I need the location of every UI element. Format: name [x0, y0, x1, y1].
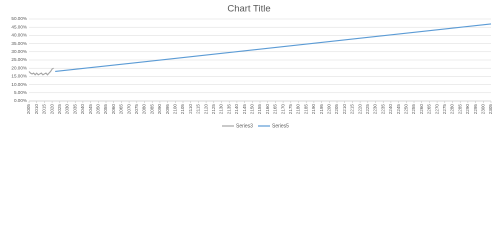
x-tick-label: 2135	[226, 104, 231, 115]
x-tick-label: 2005	[26, 104, 31, 115]
y-tick-label: 0.00%	[14, 98, 27, 103]
x-tick-label: 2045	[88, 104, 93, 115]
x-tick-label: 2240	[388, 104, 393, 115]
x-tick-label: 2300	[481, 104, 486, 115]
x-tick-label: 2215	[350, 104, 355, 115]
chart: Chart Title 0.00% 5.00% 10.00% 15.00% 20.00%…	[11, 4, 493, 130]
x-tick-label: 2010	[34, 104, 39, 115]
x-tick-label: 2130	[219, 104, 224, 115]
x-tick-label: 2305	[488, 104, 493, 115]
x-tick-label: 2020	[49, 104, 54, 115]
x-tick-label: 2065	[119, 104, 124, 115]
x-tick-label: 2115	[196, 104, 201, 114]
x-tick-label: 2245	[396, 104, 401, 115]
x-tick-label: 2180	[296, 104, 301, 115]
y-tick-label: 45.00%	[11, 24, 27, 29]
y-tick-label: 35.00%	[11, 41, 27, 46]
x-tick-label: 2205	[334, 104, 339, 115]
x-tick-label: 2275	[442, 104, 447, 115]
x-tick-label: 2085	[149, 104, 154, 115]
chart-title: Chart Title	[227, 4, 270, 15]
x-tick-label: 2095	[165, 104, 170, 115]
x-tick-label: 2025	[57, 104, 62, 115]
x-tick-label: 2035	[72, 104, 77, 115]
x-tick-label: 2195	[319, 104, 324, 115]
x-tick-label: 2060	[111, 104, 116, 115]
series-line	[55, 23, 492, 73]
x-tick-label: 2265	[427, 104, 432, 115]
x-tick-label: 2040	[80, 104, 85, 115]
y-tick-label: 20.00%	[11, 65, 27, 70]
y-tick-label: 50.00%	[11, 16, 27, 21]
y-tick-label: 5.00%	[14, 90, 27, 95]
legend-label: Series3	[236, 123, 253, 129]
x-tick-label: 2170	[280, 104, 285, 115]
x-tick-label: 2015	[42, 104, 47, 115]
x-tick-label: 2290	[465, 104, 470, 115]
series-line	[28, 67, 54, 76]
x-tick-label: 2055	[103, 104, 108, 115]
x-tick-label: 2210	[342, 104, 347, 115]
x-tick-label: 2125	[211, 104, 216, 115]
y-tick-label: 40.00%	[11, 33, 27, 38]
x-tick-label: 2160	[265, 104, 270, 115]
x-tick-label: 2165	[273, 104, 278, 115]
x-tick-label: 2260	[419, 104, 424, 115]
x-tick-label: 2225	[365, 104, 370, 115]
x-tick-label: 2255	[411, 104, 416, 115]
legend-label: Series5	[272, 123, 289, 129]
x-tick-label: 2250	[404, 104, 409, 115]
x-tick-label: 2280	[450, 104, 455, 115]
x-tick-label: 2190	[311, 104, 316, 115]
y-tick-label: 25.00%	[11, 57, 27, 62]
x-tick-label: 2185	[303, 104, 308, 115]
x-tick-label: 2295	[473, 104, 478, 115]
x-tick-label: 2110	[188, 104, 193, 114]
x-tick-label: 2080	[142, 104, 147, 115]
x-tick-label: 2235	[380, 104, 385, 115]
x-tick-label: 2105	[180, 104, 185, 115]
x-tick-label: 2150	[250, 104, 255, 115]
x-tick-label: 2050	[96, 104, 101, 115]
x-tick-label: 2200	[327, 104, 332, 115]
x-tick-label: 2285	[457, 104, 462, 115]
x-tick-label: 2230	[373, 104, 378, 115]
y-tick-label: 30.00%	[11, 49, 27, 54]
x-tick-label: 2100	[173, 104, 178, 115]
x-tick-label: 2220	[357, 104, 362, 115]
x-tick-label: 2090	[157, 104, 162, 115]
x-tick-label: 2175	[288, 104, 293, 115]
y-tick-label: 15.00%	[11, 74, 27, 79]
x-tick-label: 2120	[203, 104, 208, 115]
x-tick-label: 2270	[434, 104, 439, 115]
x-tick-label: 2075	[134, 104, 139, 115]
x-tick-label: 2030	[65, 104, 70, 115]
x-tick-label: 2155	[257, 104, 262, 115]
x-tick-label: 2070	[126, 104, 131, 115]
x-tick-label: 2140	[234, 104, 239, 115]
y-tick-label: 10.00%	[11, 82, 27, 87]
x-tick-label: 2145	[242, 104, 247, 115]
